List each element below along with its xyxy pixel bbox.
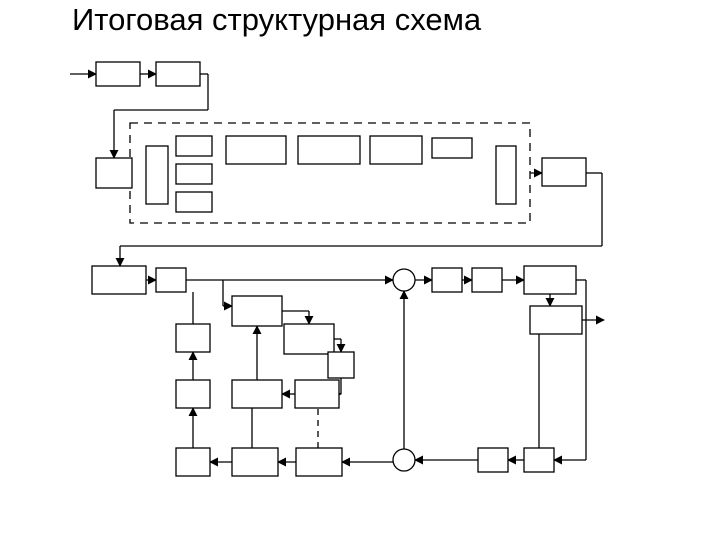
diagram-canvas	[0, 0, 720, 540]
